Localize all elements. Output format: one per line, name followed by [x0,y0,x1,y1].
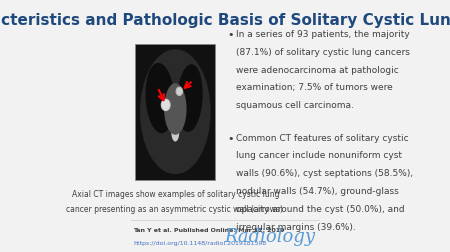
Text: In a series of 93 patients, the majority: In a series of 93 patients, the majority [236,30,410,39]
Text: Axial CT images show examples of solitary cystic lung: Axial CT images show examples of solitar… [72,190,279,199]
Text: cancer presenting as an asymmetric cystic wall (arrows).: cancer presenting as an asymmetric cysti… [66,204,285,213]
Text: nodular walls (54.7%), ground-glass: nodular walls (54.7%), ground-glass [236,186,399,195]
Text: walls (90.6%), cyst septations (58.5%),: walls (90.6%), cyst septations (58.5%), [236,169,414,178]
Text: examination; 7.5% of tumors were: examination; 7.5% of tumors were [236,83,393,92]
Text: Common CT features of solitary cystic: Common CT features of solitary cystic [236,133,409,142]
Text: •: • [227,30,234,40]
Ellipse shape [140,50,211,174]
Text: Radiology: Radiology [224,227,315,244]
Text: were adenocarcinoma at pathologic: were adenocarcinoma at pathologic [236,65,399,74]
Text: https://doi.org/10.1148/radiol.2019181598: https://doi.org/10.1148/radiol.201918159… [133,240,266,245]
Text: CT Characteristics and Pathologic Basis of Solitary Cystic Lung Cancer: CT Characteristics and Pathologic Basis … [0,13,450,27]
Circle shape [176,88,183,96]
Text: irregular margins (39.6%).: irregular margins (39.6%). [236,222,356,231]
Ellipse shape [164,84,187,135]
Text: •: • [227,133,234,143]
Ellipse shape [145,64,175,134]
Text: lung cancer include nonuniform cyst: lung cancer include nonuniform cyst [236,151,402,160]
Text: Tan Y et al. Published Online: Mar 12, 2019: Tan Y et al. Published Online: Mar 12, 2… [133,227,285,232]
Text: opacity around the cyst (50.0%), and: opacity around the cyst (50.0%), and [236,204,405,213]
Ellipse shape [171,123,180,142]
Text: squamous cell carcinoma.: squamous cell carcinoma. [236,101,354,110]
Text: (87.1%) of solitary cystic lung cancers: (87.1%) of solitary cystic lung cancers [236,48,410,56]
Circle shape [161,100,170,111]
FancyBboxPatch shape [135,45,216,180]
Ellipse shape [177,65,203,133]
